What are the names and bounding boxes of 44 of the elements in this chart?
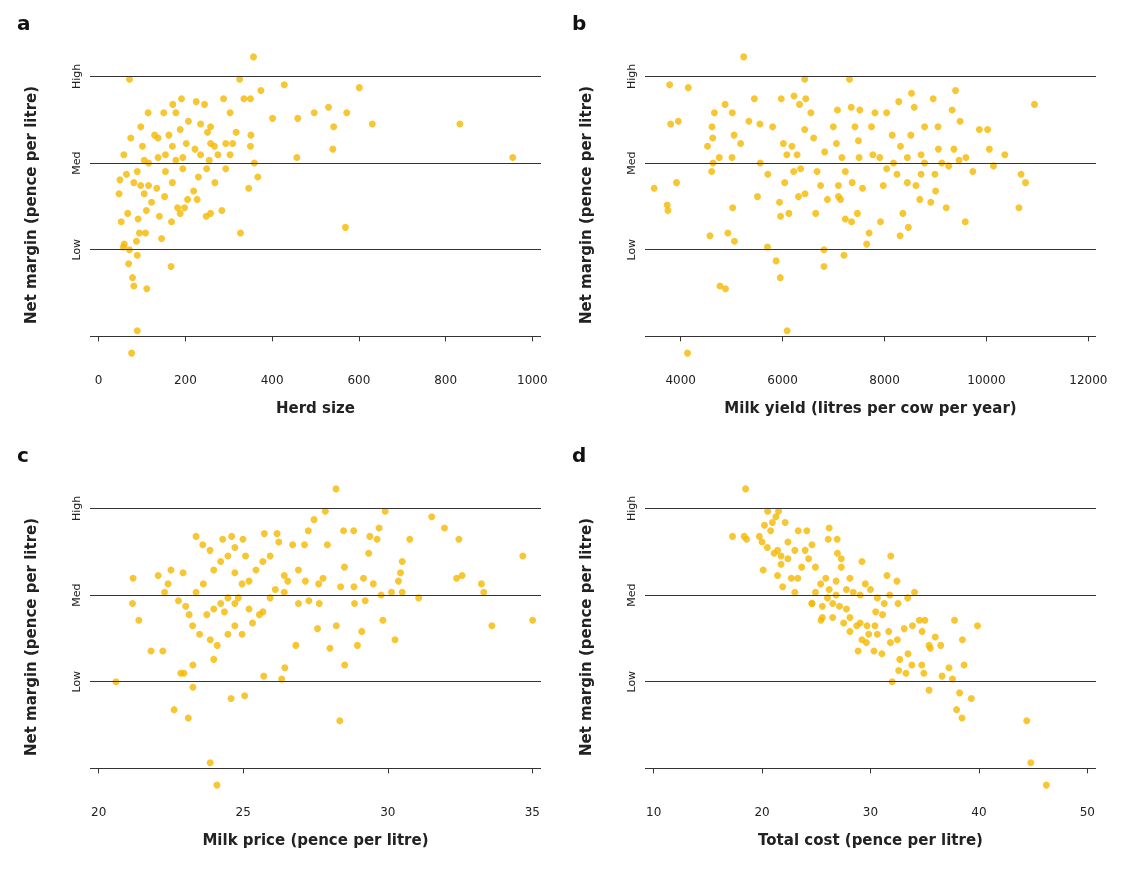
x-tick-label: 4000: [665, 373, 696, 387]
x-tick-label: 6000: [767, 373, 798, 387]
x-tick-label: 1000: [517, 373, 548, 387]
y-axis-title: Net margin (pence per litre): [21, 85, 40, 325]
ref-line-label: High: [624, 63, 638, 90]
ref-line-label: Low: [624, 670, 638, 693]
chart-title: c: [17, 443, 29, 467]
ref-line-label: Low: [624, 238, 638, 261]
x-tick-label: 20: [91, 805, 107, 819]
x-tick-label: 20: [754, 805, 770, 819]
x-tick-label: 800: [434, 373, 458, 387]
x-axis-title: Total cost (pence per litre): [758, 830, 983, 849]
x-tick-label: 0: [94, 373, 103, 387]
x-tick-label: 35: [524, 805, 540, 819]
ref-line-label: Med: [624, 583, 638, 607]
ref-line-label: High: [69, 63, 83, 90]
x-tick-label: 600: [347, 373, 371, 387]
y-axis-title: Net margin (pence per litre): [21, 517, 40, 757]
x-tick-label: 400: [260, 373, 284, 387]
y-axis-title: Net margin (pence per litre): [576, 517, 595, 757]
x-tick-label: 30: [862, 805, 879, 819]
ref-line-label: Low: [69, 238, 83, 261]
x-axis-title: Milk yield (litres per cow per year): [724, 398, 1017, 417]
chart-title: b: [572, 11, 587, 35]
x-tick-label: 30: [380, 805, 396, 819]
ref-line-label: High: [624, 495, 638, 522]
x-tick-label: 25: [235, 805, 251, 819]
x-tick-label: 50: [1079, 805, 1095, 819]
chart-title: d: [572, 443, 587, 467]
x-tick-label: 40: [971, 805, 987, 819]
ref-line-label: Low: [69, 670, 83, 693]
x-tick-label: 10: [646, 805, 662, 819]
x-tick-label: 8000: [869, 373, 900, 387]
y-axis-title: Net margin (pence per litre): [576, 85, 595, 325]
ref-line-label: Med: [69, 151, 83, 175]
ref-line-label: High: [69, 495, 83, 522]
x-axis-title: Herd size: [275, 398, 356, 417]
ref-line-label: Med: [69, 583, 83, 607]
x-axis-title: Milk price (pence per litre): [202, 830, 429, 849]
x-tick-label: 10000: [967, 373, 1006, 387]
ref-line-label: Med: [624, 151, 638, 175]
chart-title: a: [17, 11, 31, 35]
x-tick-label: 200: [173, 373, 197, 387]
x-tick-label: 12000: [1069, 373, 1108, 387]
